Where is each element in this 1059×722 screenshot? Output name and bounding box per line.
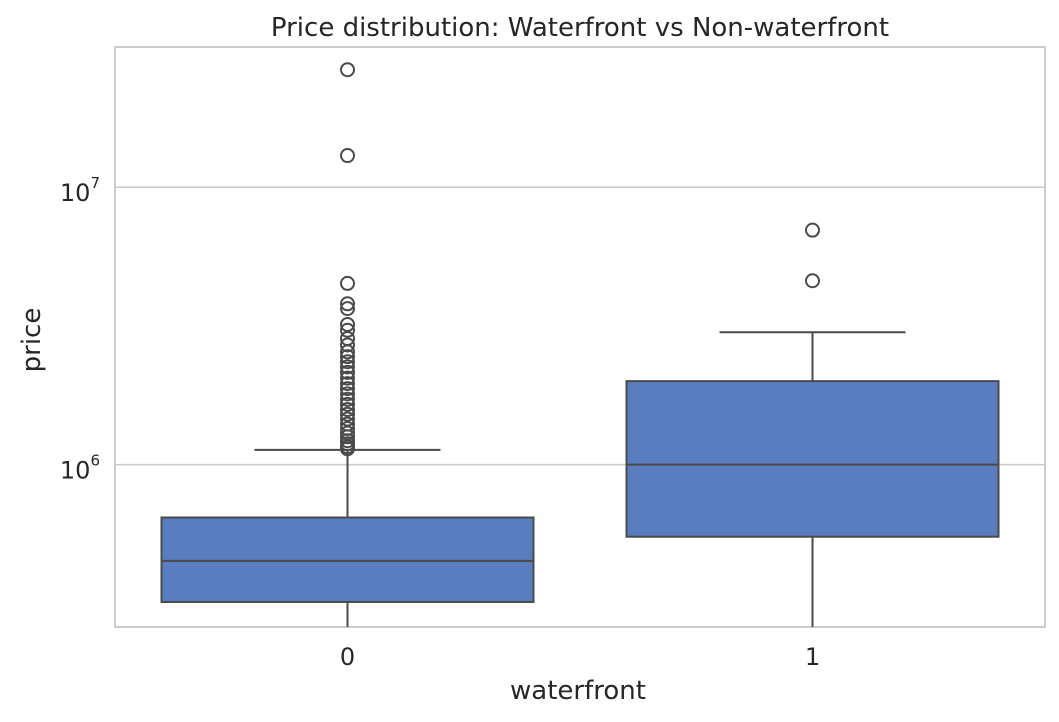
outlier-point bbox=[340, 337, 355, 353]
outlier-point bbox=[340, 386, 355, 402]
y-tick-label: 106 bbox=[60, 452, 100, 485]
outlier-point bbox=[340, 420, 355, 436]
outlier-point bbox=[340, 416, 355, 432]
outlier-point bbox=[340, 359, 355, 375]
outlier-point bbox=[340, 411, 355, 427]
outlier-point bbox=[340, 316, 355, 332]
outlier-point bbox=[340, 354, 355, 370]
box-group-0 bbox=[160, 62, 535, 627]
plot-frame bbox=[114, 46, 1046, 628]
outlier-point bbox=[340, 376, 355, 392]
y-axis-label: price bbox=[17, 308, 47, 373]
box-layer bbox=[160, 62, 1000, 627]
box-group-1 bbox=[625, 222, 1000, 627]
outlier-point bbox=[340, 148, 355, 164]
y-tick-exponent: 7 bbox=[90, 174, 100, 192]
outlier-point bbox=[805, 222, 820, 238]
y-tick-label: 107 bbox=[60, 174, 100, 207]
outlier-point bbox=[340, 364, 355, 380]
outlier-point bbox=[340, 275, 355, 291]
outlier-point bbox=[340, 391, 355, 407]
outlier-point bbox=[340, 381, 355, 397]
outlier-point bbox=[340, 296, 355, 312]
outlier-point bbox=[340, 396, 355, 412]
outlier-point bbox=[340, 301, 355, 317]
y-tick-exponent: 6 bbox=[90, 452, 100, 470]
outlier-point bbox=[340, 370, 355, 386]
outlier-point bbox=[340, 62, 355, 78]
iqr-box bbox=[160, 516, 535, 603]
outlier-point bbox=[340, 406, 355, 422]
iqr-box bbox=[625, 380, 1000, 538]
x-tick-label: 0 bbox=[340, 643, 355, 671]
chart-title: Price distribution: Waterfront vs Non-wa… bbox=[271, 13, 889, 43]
y-tick-base: 10 bbox=[60, 457, 91, 485]
outlier-point bbox=[340, 349, 355, 365]
outlier-point bbox=[340, 402, 355, 418]
outlier-point bbox=[340, 322, 355, 338]
y-tick-base: 10 bbox=[60, 179, 91, 207]
x-tick-label: 1 bbox=[805, 643, 820, 671]
x-axis-label: waterfront bbox=[510, 676, 646, 706]
outlier-point bbox=[805, 273, 820, 289]
